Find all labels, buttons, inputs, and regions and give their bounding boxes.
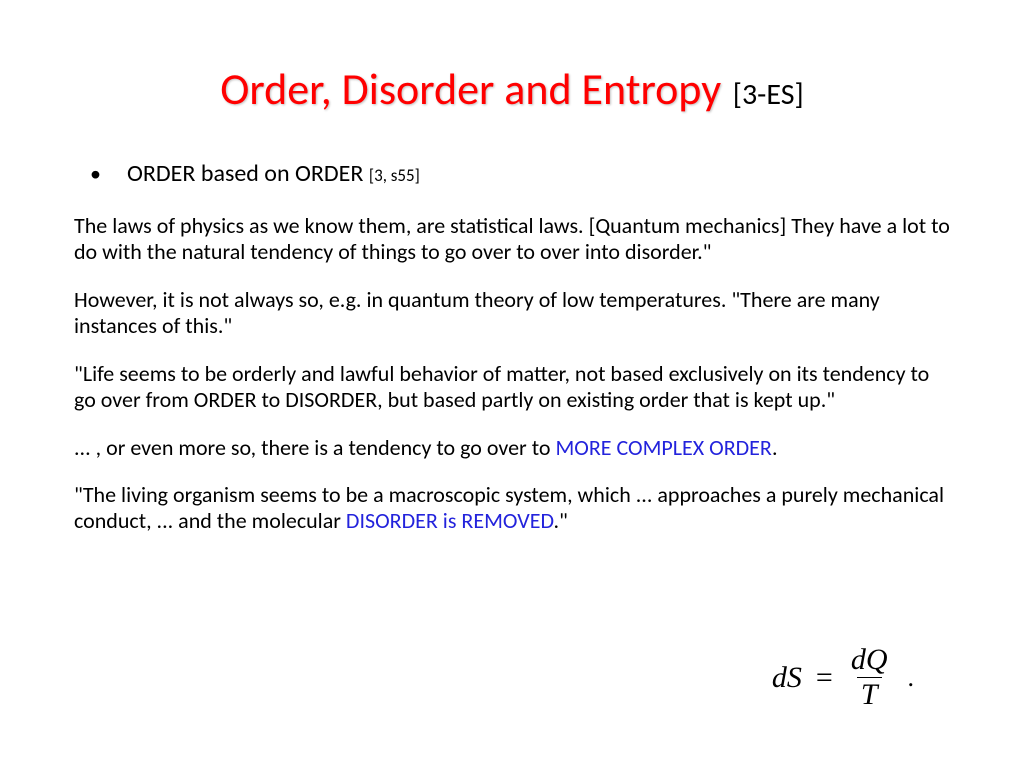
highlight-disorder-removed: DISORDER is REMOVED [346, 507, 554, 534]
slide-title-main: Order, Disorder and Entropy [220, 62, 721, 116]
slide-content: • ORDER based on ORDER [3, s55] The laws… [68, 160, 956, 534]
bullet-ref: [3, s55] [369, 165, 420, 186]
paragraph-3: "Life seems to be orderly and lawful beh… [68, 361, 956, 413]
highlight-complex-order: MORE COMPLEX ORDER [555, 434, 772, 461]
formula-fraction: dQ T [847, 645, 892, 710]
paragraph-4: ... , or even more so, there is a tenden… [68, 435, 956, 461]
paragraph-4a: ... , or even more so, there is a tenden… [74, 434, 555, 461]
bullet-line: • ORDER based on ORDER [3, s55] [68, 160, 956, 189]
paragraph-2: However, it is not always so, e.g. in qu… [68, 287, 956, 339]
entropy-formula: dS = dQ T . [772, 645, 914, 710]
paragraph-5: "The living organism seems to be a macro… [68, 482, 956, 534]
paragraph-1: The laws of physics as we know them, are… [68, 213, 956, 265]
slide-title-tag: [3-ES] [733, 76, 804, 113]
formula-equals: = [816, 661, 833, 695]
title-row: Order, Disorder and Entropy [3-ES] [68, 62, 956, 116]
formula-denominator: T [857, 677, 882, 710]
slide-container: Order, Disorder and Entropy [3-ES] • ORD… [0, 0, 1024, 596]
formula-numerator: dQ [847, 645, 892, 677]
paragraph-5c: ." [553, 507, 567, 534]
bullet-main: ORDER based on ORDER [127, 159, 369, 188]
formula-period: . [908, 663, 915, 693]
bullet-text: ORDER based on ORDER [3, s55] [127, 160, 420, 189]
bullet-marker: • [90, 163, 101, 185]
formula-lhs: dS [772, 661, 802, 695]
paragraph-4c: . [772, 434, 778, 461]
